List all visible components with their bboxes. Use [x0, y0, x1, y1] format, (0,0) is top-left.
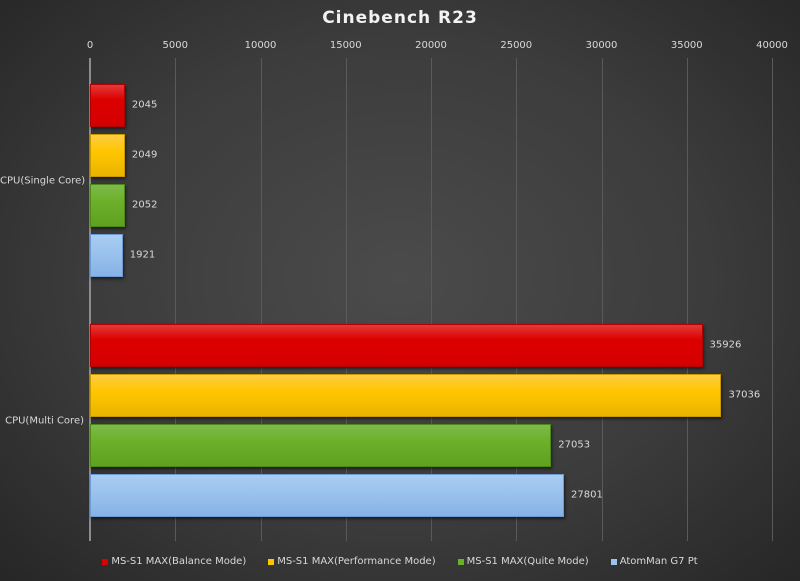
legend-item-atomman: AtomMan G7 Pt [610, 556, 698, 567]
bar [90, 134, 125, 177]
x-tick-label: 10000 [244, 40, 277, 51]
x-tick-label: 0 [86, 40, 94, 51]
bar [90, 424, 552, 467]
legend-swatch-icon [457, 558, 464, 565]
bar [90, 324, 703, 367]
legend: MS-S1 MAX(Balance Mode) MS-S1 MAX(Perfor… [0, 556, 800, 567]
data-label: 37036 [728, 389, 761, 401]
data-label: 2052 [131, 199, 158, 211]
x-tick-label: 25000 [500, 40, 533, 51]
bar [90, 474, 564, 517]
data-label: 27053 [558, 439, 591, 451]
gridline [346, 58, 347, 541]
category-label-single-core: CPU(Single Core) [0, 175, 86, 187]
legend-swatch-icon [268, 558, 275, 565]
legend-item-performance: MS-S1 MAX(Performance Mode) [268, 556, 436, 567]
bar [90, 184, 125, 227]
data-label: 35926 [709, 339, 742, 351]
x-tick-label: 40000 [756, 40, 788, 51]
legend-label: MS-S1 MAX(Performance Mode) [277, 556, 436, 567]
data-label: 2049 [131, 149, 158, 161]
gridline [516, 58, 517, 541]
x-tick-label: 30000 [585, 40, 618, 51]
gridline [175, 58, 176, 541]
legend-swatch-icon [102, 558, 109, 565]
legend-swatch-icon [610, 558, 617, 565]
legend-label: MS-S1 MAX(Balance Mode) [111, 556, 247, 567]
bar [90, 234, 123, 277]
legend-item-quiet: MS-S1 MAX(Quite Mode) [457, 556, 589, 567]
data-label: 27801 [571, 489, 603, 501]
legend-label: AtomMan G7 Pt [619, 556, 698, 567]
x-tick-label: 20000 [415, 40, 447, 51]
gridline [431, 58, 432, 541]
data-label: 2045 [131, 99, 158, 111]
legend-label: MS-S1 MAX(Quite Mode) [466, 556, 589, 567]
bar [90, 84, 125, 127]
data-label: 1921 [129, 249, 156, 261]
gridline [687, 58, 688, 541]
bar [90, 374, 722, 417]
gridline [772, 58, 773, 541]
legend-item-balance: MS-S1 MAX(Balance Mode) [102, 556, 246, 567]
gridline [602, 58, 603, 541]
gridline [261, 58, 262, 541]
x-tick-label: 5000 [162, 40, 188, 51]
y-axis-line [89, 58, 91, 541]
x-tick-label: 15000 [329, 40, 362, 51]
x-tick-label: 35000 [670, 40, 703, 51]
category-label-multi-core: CPU(Multi Core) [5, 415, 84, 427]
chart-title: Cinebench R23 [322, 8, 478, 28]
